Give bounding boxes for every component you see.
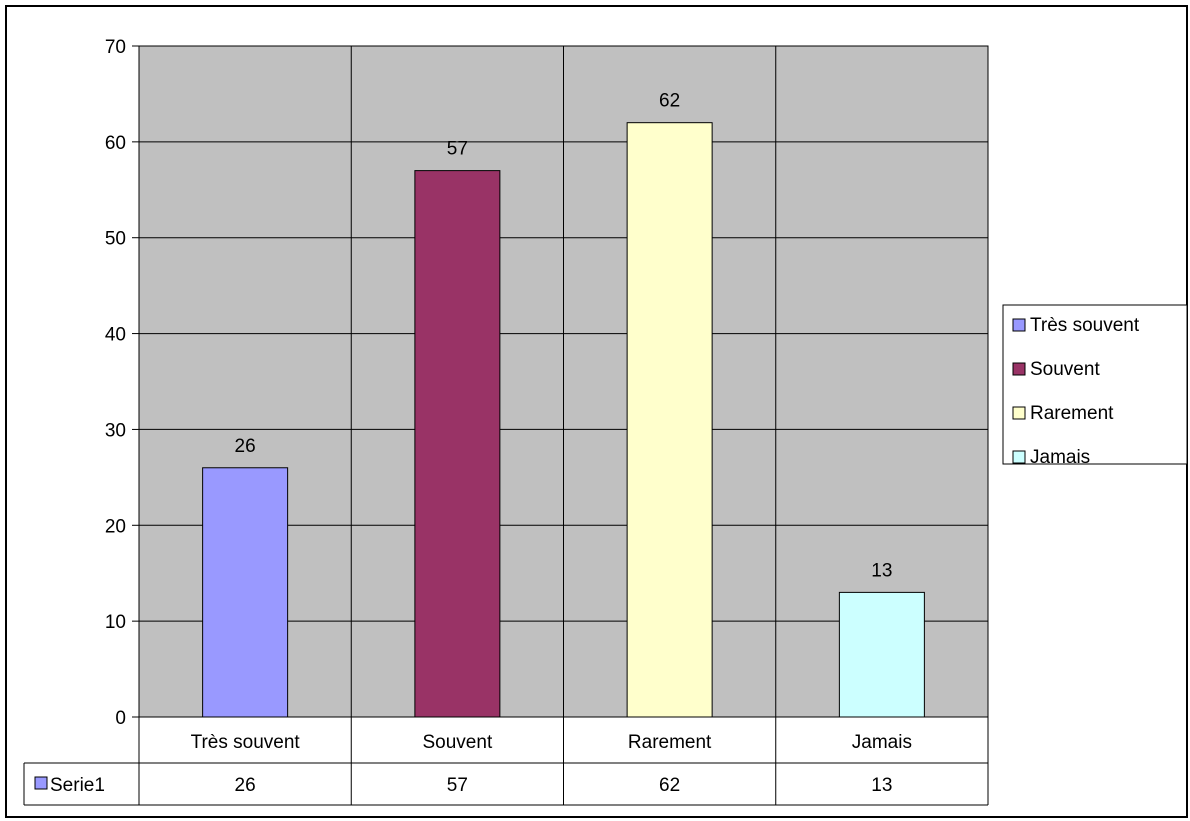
legend-swatch-1 bbox=[1012, 362, 1026, 376]
y-tick-label: 20 bbox=[105, 516, 126, 537]
legend-label: Souvent bbox=[1030, 359, 1100, 380]
table-value: 62 bbox=[659, 775, 680, 796]
bar-1 bbox=[414, 170, 501, 718]
data-labels: 26 57 62 13 bbox=[235, 91, 893, 582]
bar-0 bbox=[202, 467, 289, 718]
y-tick-label: 60 bbox=[105, 133, 126, 154]
bar-value-label: 62 bbox=[659, 91, 680, 112]
bars bbox=[202, 122, 925, 718]
y-tick-label: 10 bbox=[105, 612, 126, 633]
legend-label: Rarement bbox=[1030, 403, 1114, 424]
legend-label: Très souvent bbox=[1030, 315, 1140, 336]
bar-2 bbox=[626, 122, 713, 718]
category-label: Très souvent bbox=[191, 732, 301, 753]
series-name: Serie1 bbox=[50, 775, 105, 796]
legend-swatch-0 bbox=[1012, 318, 1026, 332]
category-label: Souvent bbox=[423, 732, 493, 753]
y-tick-label: 50 bbox=[105, 229, 126, 250]
legend-swatch-2 bbox=[1012, 406, 1026, 420]
y-tick-label: 70 bbox=[105, 37, 126, 58]
y-tick-label: 40 bbox=[105, 325, 126, 346]
y-tick-label: 0 bbox=[115, 708, 126, 729]
y-tick-label: 30 bbox=[105, 420, 126, 441]
table-value: 57 bbox=[447, 775, 468, 796]
series-key-swatch bbox=[34, 776, 48, 790]
bar-value-label: 13 bbox=[871, 560, 892, 581]
legend-label: Jamais bbox=[1030, 447, 1090, 468]
data-table: Très souvent 26 Souvent 57 Rarement 62 Jamais 1… bbox=[23, 716, 988, 806]
bar-value-label: 57 bbox=[447, 139, 468, 160]
table-value: 13 bbox=[871, 775, 892, 796]
table-value: 26 bbox=[235, 775, 256, 796]
bar-value-label: 26 bbox=[235, 436, 256, 457]
category-label: Jamais bbox=[852, 732, 912, 753]
category-label: Rarement bbox=[628, 732, 712, 753]
y-axis: 0 10 20 30 40 50 60 70 bbox=[105, 37, 140, 729]
legend: Très souvent Souvent Rarement Jamais bbox=[1002, 304, 1188, 468]
legend-box bbox=[1002, 304, 1188, 465]
legend-swatch-3 bbox=[1012, 450, 1026, 464]
bar-3 bbox=[838, 591, 925, 718]
